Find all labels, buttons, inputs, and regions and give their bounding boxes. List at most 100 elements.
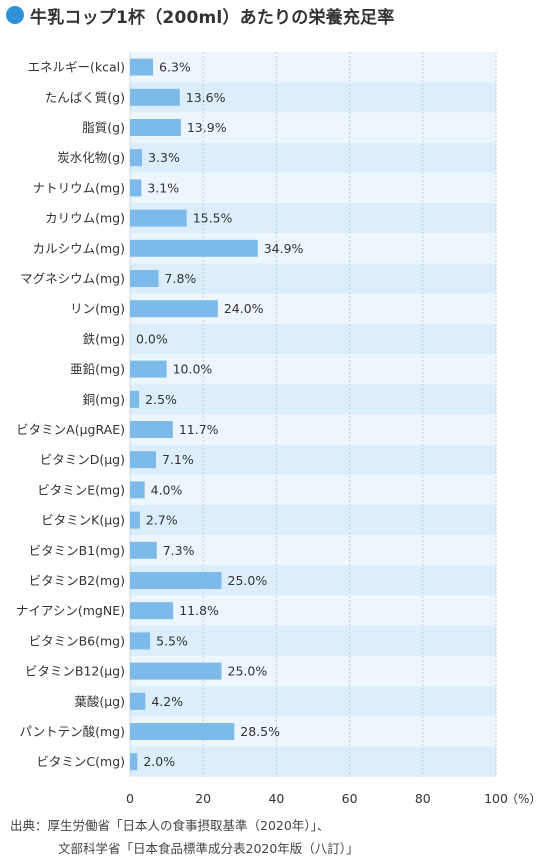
row-background (130, 112, 496, 143)
category-labels: エネルギー(kcal) たんぱく質(g) 脂質(g) 炭水化物(g) ナトリウム(mg)… (16, 60, 125, 770)
x-tick-label: 80 (415, 791, 431, 806)
category-label: 炭水化物(g) (57, 150, 125, 165)
value-label: 11.8% (179, 603, 219, 618)
category-label: 亜鉛(mg) (70, 362, 125, 377)
category-label: ビタミンB2(mg) (29, 573, 125, 588)
value-label: 24.0% (224, 301, 264, 316)
bar (130, 119, 181, 136)
row-background (130, 746, 496, 777)
value-label: 11.7% (179, 422, 219, 437)
value-label: 28.5% (240, 724, 280, 739)
value-label: 3.1% (147, 180, 179, 195)
x-tick-label: 40 (268, 791, 284, 806)
category-label: ビタミンB1(mg) (29, 543, 125, 558)
bar (130, 753, 138, 771)
value-label: 25.0% (228, 573, 268, 588)
value-labels: 6.3% 13.6% 13.9% 3.3% 3.1% 15.5% 34.9% 7.8% 24.0… (136, 60, 304, 770)
bar (130, 179, 142, 197)
category-label: ナトリウム(mg) (33, 180, 125, 195)
value-label: 2.5% (145, 392, 177, 407)
category-label: エネルギー(kcal) (28, 60, 126, 75)
category-label: 脂質(g) (82, 120, 125, 135)
x-unit-label: （%） (506, 792, 540, 806)
row-backgrounds (130, 52, 496, 777)
category-label: カルシウム(mg) (33, 241, 125, 256)
category-label: ビタミンA(μgRAE) (16, 422, 125, 437)
bar (130, 149, 143, 167)
category-label: リン(mg) (70, 301, 125, 316)
bar (130, 723, 235, 740)
bar (130, 270, 159, 287)
source-note: 出典：厚生労働省「日本人の食事摂取基準（2020年）」、 文部科学省「日本食品標… (10, 814, 359, 860)
row-background (130, 203, 496, 234)
value-label: 2.0% (143, 754, 175, 769)
source-line-1: 出典：厚生労働省「日本人の食事摂取基準（2020年）」、 (10, 818, 330, 833)
value-label: 34.9% (264, 241, 304, 256)
category-label: 葉酸(μg) (74, 694, 125, 709)
value-label: 15.5% (193, 211, 233, 226)
value-label: 10.0% (173, 362, 213, 377)
row-background (130, 142, 496, 173)
value-label: 25.0% (228, 664, 268, 679)
chart-title-text: 牛乳コップ1杯（200ml）あたりの栄養充足率 (30, 7, 395, 28)
category-label: ビタミンB12(μg) (25, 664, 125, 679)
bar (130, 572, 222, 589)
value-label: 13.6% (186, 90, 226, 105)
bar (130, 451, 156, 469)
chart-title: 牛乳コップ1杯（200ml）あたりの栄養充足率 (6, 2, 394, 28)
row-background (130, 505, 496, 536)
bar (130, 511, 140, 529)
bar (130, 88, 180, 106)
row-background (130, 474, 496, 505)
value-label: 7.3% (163, 543, 195, 558)
category-label: ビタミンD(μg) (40, 452, 125, 467)
category-label: ビタミンC(mg) (36, 754, 125, 769)
value-label: 7.8% (165, 271, 197, 286)
x-tick-label: 60 (342, 791, 358, 806)
category-label: ビタミンE(mg) (37, 482, 125, 497)
row-background (130, 323, 496, 354)
category-label: パントテン酸(mg) (20, 724, 126, 739)
bar (130, 239, 258, 257)
x-tick-label: 100 (484, 791, 508, 806)
value-label: 4.0% (151, 482, 183, 497)
category-label: カリウム(mg) (45, 211, 125, 226)
bar (130, 421, 173, 438)
row-background (130, 595, 496, 626)
category-label: たんぱく質(g) (45, 90, 125, 105)
row-background (130, 535, 496, 566)
gridlines (129, 52, 497, 777)
bar (130, 541, 157, 559)
value-label: 7.1% (162, 452, 194, 467)
bar (130, 300, 218, 318)
bar (130, 662, 222, 680)
category-label: ナイアシン(mgNE) (16, 603, 125, 618)
category-label: マグネシウム(mg) (20, 271, 125, 286)
category-label: ビタミンB6(mg) (29, 633, 125, 648)
category-label: 銅(mg) (83, 392, 125, 407)
x-axis-ticks: 0 20 40 60 80 100（%） (126, 791, 540, 806)
row-background (130, 686, 496, 717)
bar (130, 58, 154, 76)
bar (130, 360, 167, 378)
value-label: 5.5% (156, 633, 188, 648)
row-background (130, 172, 496, 203)
value-label: 0.0% (136, 331, 168, 346)
value-label: 2.7% (146, 513, 178, 528)
row-background (130, 414, 496, 445)
bar (130, 209, 187, 227)
category-label: 鉄(mg) (83, 331, 125, 346)
bar (130, 481, 145, 499)
row-background (130, 444, 496, 475)
bar (130, 632, 151, 650)
row-background (130, 625, 496, 656)
row-background (130, 354, 496, 385)
category-label: ビタミンK(μg) (41, 513, 125, 528)
value-label: 6.3% (159, 60, 191, 75)
x-tick-label: 0 (126, 791, 134, 806)
bar (130, 692, 146, 710)
bar (130, 602, 174, 620)
bar (130, 390, 140, 408)
bullet-dot-icon (6, 6, 24, 24)
